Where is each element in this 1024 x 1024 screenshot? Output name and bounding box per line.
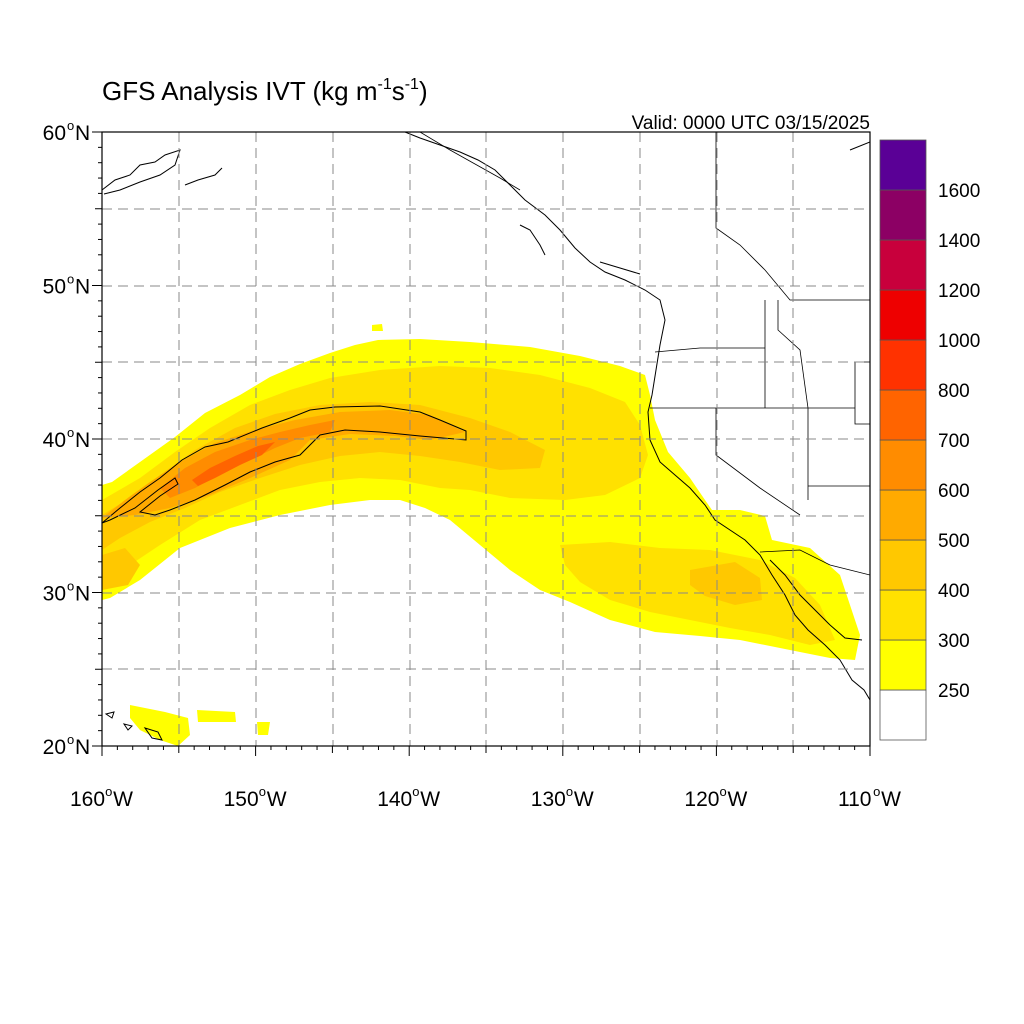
- mexico-border: [759, 549, 870, 576]
- lon-label: 110 o W: [838, 784, 901, 811]
- washington-oregon: [654, 347, 765, 353]
- ivt-band-500-600: [102, 410, 465, 518]
- colorbar-label: 1400: [938, 231, 980, 252]
- axis-ticks: [92, 131, 871, 756]
- ivt-contour-500: [102, 405, 467, 524]
- colorbar-label: 1600: [938, 181, 980, 202]
- degree-mark: o: [412, 784, 419, 799]
- lat-label: 40: [43, 429, 66, 452]
- lon-label-num: 150: [224, 788, 259, 811]
- colorbar-label: 1000: [938, 331, 980, 352]
- valid-time-label: Valid: 0000 UTC 03/15/2025: [632, 113, 870, 134]
- degree-mark: o: [67, 272, 74, 287]
- lon-label-num: 140: [377, 788, 412, 811]
- lon-dir: W: [267, 788, 287, 811]
- aleutian-islands: [184, 167, 223, 186]
- colorbar-box: [879, 239, 927, 291]
- lon-dir: W: [574, 788, 594, 811]
- colorbar-box: [879, 639, 927, 691]
- hudson-coast: [849, 141, 870, 151]
- degree-mark: o: [105, 784, 112, 799]
- latitude-labels: 60 o N50 o N40 o N30 o N20 o N: [43, 118, 91, 759]
- hawaii-small: [104, 711, 133, 731]
- colorbar-box: [879, 589, 927, 641]
- ivt-band-700-800: [192, 442, 275, 486]
- canada-islands: [519, 224, 641, 275]
- colorbar-label: 800: [938, 381, 970, 402]
- ivt-patch-small-2: [257, 722, 270, 735]
- lon-label: 140 o W: [377, 784, 440, 811]
- baja-east-coast: [769, 559, 863, 641]
- colorbar-label: 600: [938, 481, 970, 502]
- ivt-band-300-400: [102, 366, 648, 580]
- lon-label-num: 120: [684, 788, 719, 811]
- lat-dir: N: [75, 583, 90, 606]
- lon-label: 150 o W: [224, 784, 287, 811]
- lon-dir: W: [728, 788, 748, 811]
- longitude-labels: 160 o W 150 o W 140 o W 130 o W 120 o W 110 o W: [70, 784, 901, 811]
- colorbar-label: 400: [938, 581, 970, 602]
- lon-label-num: 110: [838, 788, 871, 811]
- lon-dir: W: [881, 788, 901, 811]
- colorbar-box: [879, 139, 927, 191]
- colorbar-box: [879, 689, 927, 741]
- colorbar: 250 300 400 500 600 700 800 1000 1200 1400 1600: [879, 139, 980, 741]
- colorbar-label: 250: [938, 681, 970, 702]
- lat-label: 60: [43, 122, 66, 145]
- colorbar-box: [879, 339, 927, 391]
- colorbar-label: 500: [938, 531, 970, 552]
- hawaii-big: [143, 727, 163, 741]
- lat-dir: N: [75, 429, 90, 452]
- ivt-patch-small-3: [372, 324, 383, 331]
- colorbar-box: [879, 189, 927, 241]
- colorbar-box: [879, 489, 927, 541]
- lat-label: 30: [43, 583, 66, 606]
- lon-label: 130 o W: [531, 784, 594, 811]
- lon-dir: W: [113, 788, 133, 811]
- degree-mark: o: [873, 784, 880, 799]
- degree-mark: o: [67, 732, 74, 747]
- lon-dir: W: [420, 788, 440, 811]
- lon-label-num: 130: [531, 788, 566, 811]
- alaska-coast: [102, 149, 181, 195]
- canada-us-border: [715, 132, 870, 301]
- lat-label: 20: [43, 736, 66, 759]
- state-borders: [419, 132, 870, 576]
- nevada-california: [715, 408, 801, 516]
- lat-dir: N: [75, 276, 90, 299]
- degree-mark: o: [67, 118, 74, 133]
- ivt-patch-small-1: [197, 710, 236, 722]
- alaska-border: [419, 132, 521, 191]
- degree-mark: o: [566, 784, 573, 799]
- degree-mark: o: [67, 579, 74, 594]
- colorbar-box: [879, 439, 927, 491]
- colorbar-box: [879, 539, 927, 591]
- lat-dir: N: [75, 736, 90, 759]
- lon-label-num: 160: [70, 788, 105, 811]
- ivt-patch-hawaii: [130, 705, 190, 746]
- gulf-alaska-coast: [404, 132, 870, 701]
- lon-label: 120 o W: [684, 784, 747, 811]
- colorbar-box: [879, 389, 927, 441]
- degree-mark: o: [720, 784, 727, 799]
- lat-dir: N: [75, 122, 90, 145]
- ivt-band-400-500-east: [690, 562, 762, 605]
- colorbar-box: [879, 289, 927, 341]
- lon-label: 160 o W: [70, 784, 133, 811]
- colorbar-label: 700: [938, 431, 970, 452]
- lat-label: 50: [43, 276, 66, 299]
- colorbar-label: 1200: [938, 281, 980, 302]
- degree-mark: o: [67, 425, 74, 440]
- idaho-east: [777, 300, 809, 409]
- colorbar-label: 300: [938, 631, 970, 652]
- map-title: GFS Analysis IVT (kg m-1s-1): [102, 76, 428, 106]
- degree-mark: o: [259, 784, 266, 799]
- coastlines: [102, 132, 870, 741]
- grid-lines: [102, 132, 870, 746]
- ivt-band-400-500-sw: [102, 548, 140, 590]
